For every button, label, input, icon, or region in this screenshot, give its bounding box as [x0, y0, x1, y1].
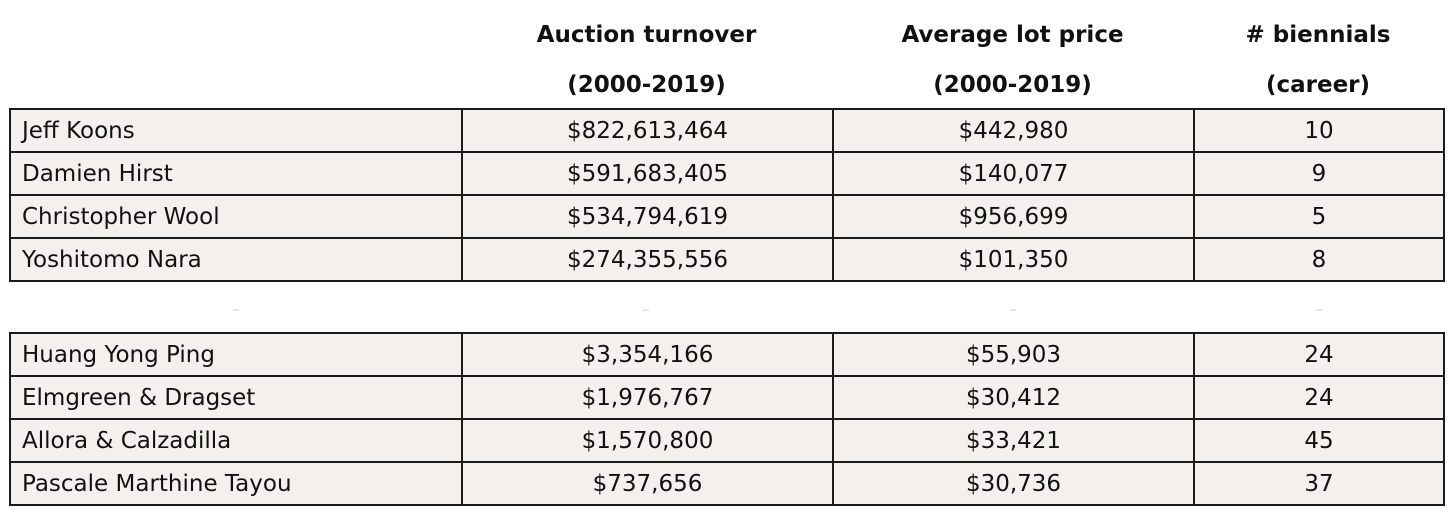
- separator-mark: [1316, 309, 1322, 311]
- artist-name-cell: Yoshitomo Nara: [9, 237, 463, 282]
- turnover-cell: $1,570,800: [461, 418, 834, 463]
- turnover-cell: $1,976,767: [461, 375, 834, 420]
- avg-price-cell: $30,736: [832, 461, 1195, 506]
- table-row: Elmgreen & Dragset $1,976,767 $30,412 24: [9, 375, 1445, 420]
- header-auction-turnover-line2: (2000-2019): [567, 72, 726, 98]
- biennials-cell: 45: [1193, 418, 1445, 463]
- avg-price-cell: $442,980: [832, 108, 1195, 153]
- separator-mark: [1010, 309, 1016, 311]
- table-row: Huang Yong Ping $3,354,166 $55,903 24: [9, 332, 1445, 377]
- header-biennials: # biennials (career): [1193, 10, 1443, 110]
- avg-price-cell: $55,903: [832, 332, 1195, 377]
- artist-name-cell: Christopher Wool: [9, 194, 463, 239]
- artist-name-cell: Damien Hirst: [9, 151, 463, 196]
- header-auction-turnover-line1: Auction turnover: [536, 22, 757, 48]
- artist-name-cell: Jeff Koons: [9, 108, 463, 153]
- turnover-cell: $3,354,166: [461, 332, 834, 377]
- table-row: Christopher Wool $534,794,619 $956,699 5: [9, 194, 1445, 239]
- turnover-cell: $822,613,464: [461, 108, 834, 153]
- table-row: Damien Hirst $591,683,405 $140,077 9: [9, 151, 1445, 196]
- table-row: Jeff Koons $822,613,464 $442,980 10: [9, 108, 1445, 153]
- table-row: Pascale Marthine Tayou $737,656 $30,736 …: [9, 461, 1445, 506]
- top-artists-table: Jeff Koons $822,613,464 $442,980 10 Dami…: [9, 108, 1445, 282]
- table-row: Allora & Calzadilla $1,570,800 $33,421 4…: [9, 418, 1445, 463]
- artist-name-cell: Elmgreen & Dragset: [9, 375, 463, 420]
- header-biennials-line2: (career): [1265, 72, 1371, 98]
- biennials-cell: 9: [1193, 151, 1445, 196]
- avg-price-cell: $33,421: [832, 418, 1195, 463]
- biennials-cell: 5: [1193, 194, 1445, 239]
- avg-price-cell: $956,699: [832, 194, 1195, 239]
- avg-price-cell: $30,412: [832, 375, 1195, 420]
- biennials-cell: 8: [1193, 237, 1445, 282]
- artist-name-cell: Pascale Marthine Tayou: [9, 461, 463, 506]
- artist-name-cell: Huang Yong Ping: [9, 332, 463, 377]
- avg-price-cell: $101,350: [832, 237, 1195, 282]
- table-row: Yoshitomo Nara $274,355,556 $101,350 8: [9, 237, 1445, 282]
- separator-mark: [643, 309, 649, 311]
- biennials-cell: 24: [1193, 375, 1445, 420]
- table-header: Auction turnover (2000-2019) Average lot…: [0, 0, 1456, 108]
- header-auction-turnover: Auction turnover (2000-2019): [461, 10, 832, 110]
- turnover-cell: $737,656: [461, 461, 834, 506]
- biennial-artists-table: Huang Yong Ping $3,354,166 $55,903 24 El…: [9, 332, 1445, 506]
- header-average-lot-price-line1: Average lot price: [901, 22, 1124, 48]
- header-average-lot-price-line2: (2000-2019): [933, 72, 1092, 98]
- turnover-cell: $591,683,405: [461, 151, 834, 196]
- biennials-cell: 10: [1193, 108, 1445, 153]
- biennials-cell: 37: [1193, 461, 1445, 506]
- biennials-cell: 24: [1193, 332, 1445, 377]
- header-average-lot-price: Average lot price (2000-2019): [832, 10, 1193, 110]
- separator-mark: [233, 309, 239, 311]
- artist-name-cell: Allora & Calzadilla: [9, 418, 463, 463]
- turnover-cell: $274,355,556: [461, 237, 834, 282]
- turnover-cell: $534,794,619: [461, 194, 834, 239]
- header-biennials-line1: # biennials: [1245, 22, 1391, 48]
- avg-price-cell: $140,077: [832, 151, 1195, 196]
